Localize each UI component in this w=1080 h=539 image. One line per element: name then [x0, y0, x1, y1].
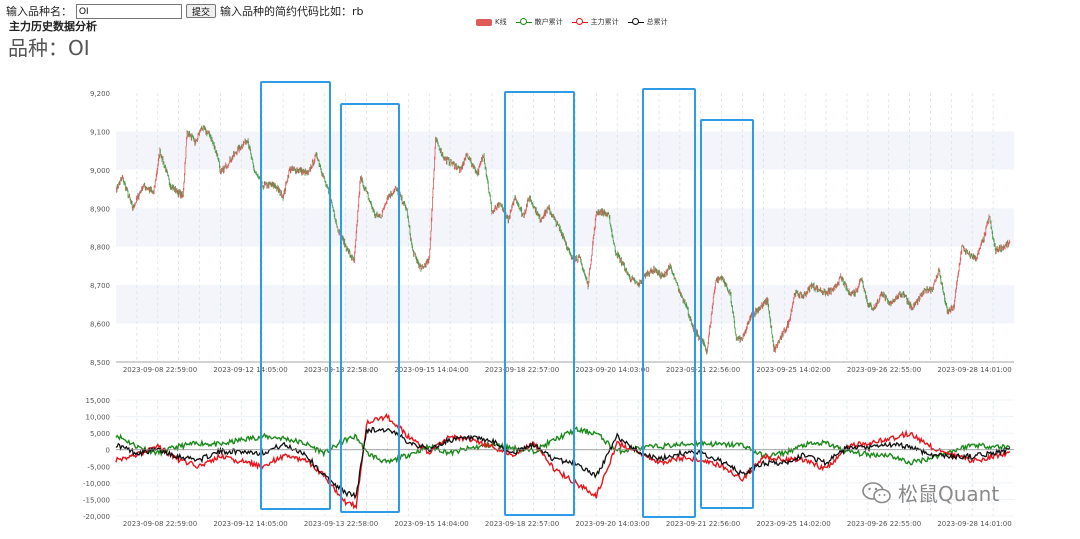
series-line-main[interactable]	[115, 412, 1011, 510]
x-tick-label: 2023-09-26 22:55:00	[847, 366, 921, 374]
submit-button[interactable]: 提交	[186, 4, 217, 18]
section-title: 主力历史数据分析	[9, 20, 97, 33]
main-line-swatch-icon	[571, 18, 588, 26]
y-tick-label: 9,200	[90, 90, 110, 98]
x-tick-label: 2023-09-13 22:58:00	[304, 520, 378, 528]
total-line-swatch-icon	[627, 18, 644, 26]
x-tick-label: 2023-09-15 14:04:00	[394, 366, 468, 374]
x-tick-label: 2023-09-26 22:55:00	[847, 520, 921, 528]
x-tick-label: 2023-09-12 14:05:00	[213, 366, 287, 374]
variety-input[interactable]	[76, 3, 182, 19]
x-tick-label: 2023-09-28 14:01:00	[937, 520, 1011, 528]
highlight-box	[642, 88, 696, 518]
series-line-retail[interactable]	[115, 426, 1010, 466]
search-form: 输入品种名： 提交 输入品种的简约代码比如：rb	[6, 3, 364, 19]
legend-item-retail[interactable]: 散户累计	[515, 17, 563, 27]
annotation-boxes	[260, 81, 754, 518]
grid-band	[116, 93, 1014, 132]
legend-item-total[interactable]: 总累计	[627, 17, 668, 27]
y-tick-label: -10,000	[83, 480, 110, 488]
legend-item-main[interactable]: 主力累计	[571, 17, 619, 27]
grid-band	[116, 323, 1014, 362]
x-tick-label: 2023-09-25 14:02:00	[756, 366, 830, 374]
y-tick-label: 9,100	[90, 128, 110, 136]
series-line-total[interactable]	[115, 426, 1011, 500]
x-tick-label: 2023-09-25 14:02:00	[756, 520, 830, 528]
chart-legend: K线 散户累计 主力累计 总累计	[476, 17, 677, 27]
x-tick-label: 2023-09-15 14:04:00	[394, 520, 468, 528]
grid-band	[116, 285, 1014, 324]
y-tick-label: -15,000	[83, 496, 110, 504]
variety-title: 品种：OI	[8, 36, 90, 60]
x-tick-label: 2023-09-08 22:59:00	[123, 520, 197, 528]
retail-line-swatch-icon	[515, 18, 532, 26]
x-tick-label: 2023-09-08 22:59:00	[123, 366, 197, 374]
wechat-icon	[862, 481, 891, 503]
y-tick-label: -5,000	[87, 463, 110, 471]
y-tick-label: 9,000	[90, 167, 110, 175]
watermark: 松鼠Quant	[862, 478, 999, 507]
grid-band	[116, 246, 1014, 286]
highlight-box	[260, 81, 331, 510]
y-tick-label: 8,500	[90, 359, 110, 367]
y-tick-label: 15,000	[86, 397, 111, 405]
x-tick-label: 2023-09-20 14:03:00	[575, 520, 649, 528]
x-tick-label: 2023-09-21 22:56:00	[666, 366, 740, 374]
cumulative-lines-chart[interactable]	[115, 412, 1011, 510]
x-tick-label: 2023-09-18 22:57:00	[485, 366, 559, 374]
y-tick-label: -20,000	[83, 513, 110, 521]
x-tick-label: 2023-09-28 14:01:00	[937, 366, 1011, 374]
y-tick-label: 8,900	[90, 205, 110, 213]
y-tick-label: 8,600	[90, 321, 110, 329]
y-tick-label: 8,700	[90, 282, 110, 290]
x-tick-label: 2023-09-21 22:56:00	[666, 520, 740, 528]
variety-input-label: 输入品种名：	[6, 5, 72, 18]
highlight-box	[340, 103, 400, 513]
y-tick-label: 10,000	[86, 414, 111, 422]
highlight-box	[504, 91, 575, 516]
grid-band	[116, 131, 1014, 170]
x-tick-label: 2023-09-18 22:57:00	[485, 520, 559, 528]
x-tick-label: 2023-09-12 14:05:00	[213, 520, 287, 528]
legend-item-kline[interactable]: K线	[476, 17, 507, 27]
grid-band	[116, 169, 1014, 209]
kline-chart[interactable]	[116, 124, 1011, 355]
input-hint: 输入品种的简约代码比如：rb	[220, 5, 364, 18]
highlight-box	[700, 119, 754, 509]
y-tick-label: 5,000	[90, 430, 110, 438]
x-tick-label: 2023-09-20 14:03:00	[575, 366, 649, 374]
watermark-text: 松鼠Quant	[898, 482, 1000, 506]
kline-bands	[116, 93, 1014, 362]
y-tick-label: 8,800	[90, 244, 110, 252]
kline-swatch-icon	[476, 18, 492, 26]
y-tick-label: 0	[106, 447, 110, 455]
